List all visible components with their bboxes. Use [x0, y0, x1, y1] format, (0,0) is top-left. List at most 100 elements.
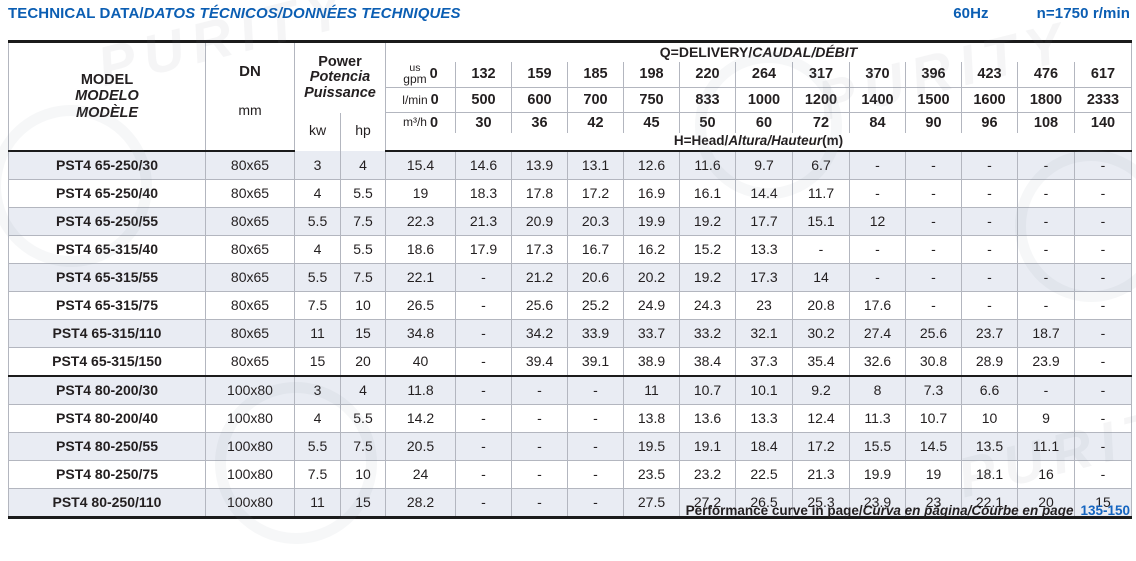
head-value-cell: -	[567, 403, 624, 433]
frequency-label: 60Hz	[953, 5, 989, 22]
flow-value-lmin: 2333	[1074, 87, 1132, 113]
technical-data-table: MODEL MODELO MODÈLE DN mm Power Potencia…	[8, 40, 1132, 519]
head-value-cell: 13.8	[623, 403, 680, 433]
head-value-cell: 14.6	[455, 149, 512, 180]
head-value-cell: 13.6	[679, 403, 736, 433]
head-value-cell: 10	[961, 403, 1018, 433]
table-row: PST4 80-250/110 100x80 11 15 28.2- - -27.5 27.2…	[8, 487, 1132, 518]
delivery-header-intl: CAUDAL/DÉBIT	[752, 44, 858, 61]
flow-value-gpm: 617	[1074, 61, 1132, 88]
flow-value-lmin: 1000	[735, 87, 793, 113]
head-value-cell: 15.5	[849, 431, 906, 461]
table-row: PST4 65-315/75 80x65 7.5 10 26.5-25.6 25.2 24.…	[8, 290, 1132, 320]
table-row: PST4 65-250/40 80x65 4 5.5 19 18.3 17.8 17.2 16.…	[8, 178, 1132, 208]
flow-value-lmin: 1200	[792, 87, 850, 113]
model-cell: PST4 65-315/40	[8, 234, 206, 264]
head-value-cell: 17.8	[511, 178, 568, 208]
table-row: PST4 80-200/40 100x80 4 5.5 14.2- - -13.8 13.6 1…	[8, 403, 1132, 433]
model-cell: PST4 65-315/75	[8, 290, 206, 320]
head-value-cell: 39.4	[511, 346, 568, 376]
head-value-cell: 18.1	[961, 459, 1018, 489]
head-value-cell: 20.2	[623, 262, 680, 292]
head-value-cell: 9.7	[735, 149, 793, 180]
footer-text-en: Performance curve in page/	[685, 503, 863, 518]
head-value-cell: 34.8	[385, 318, 456, 348]
head-value-cell: 13.3	[735, 403, 793, 433]
hp-column-header: hp	[340, 112, 386, 151]
head-value-cell: 39.1	[567, 346, 624, 376]
head-value-cell: 32.6	[849, 346, 906, 376]
head-value-cell: -	[455, 431, 512, 461]
page-reference: 135-150	[1080, 503, 1130, 518]
lmin-unit-row: l/min 0 500 600 700 750 833 1000 1200 1400 1500 160…	[9, 87, 1132, 113]
head-value-cell: 24.3	[679, 290, 736, 320]
flow-value-gpm: 159	[511, 61, 568, 88]
head-value-cell: -	[567, 459, 624, 489]
head-value-cell: 24.9	[623, 290, 680, 320]
head-value-cell: 24	[385, 459, 456, 489]
head-value-cell: -	[961, 262, 1018, 292]
head-header-en: H=Head/	[673, 132, 729, 148]
head-value-cell: -	[1074, 262, 1132, 292]
dn-cell: 100x80	[205, 487, 295, 518]
head-value-cell: 17.7	[735, 206, 793, 236]
model-header-es: MODELO	[75, 88, 139, 104]
hp-cell: 7.5	[340, 431, 386, 461]
head-value-cell: -	[961, 178, 1018, 208]
model-cell: PST4 65-315/150	[8, 346, 206, 376]
head-value-cell: 25.6	[511, 290, 568, 320]
head-value-cell: 38.9	[623, 346, 680, 376]
flow-value-gpm: 396	[905, 61, 962, 88]
flow-value-gpm: 264	[735, 61, 793, 88]
hp-cell: 5.5	[340, 178, 386, 208]
delivery-header: Q=DELIVERY/CAUDAL/DÉBIT	[385, 41, 1132, 62]
flow-value-lmin: 600	[511, 87, 568, 113]
flow-value-m3h: 84	[849, 112, 906, 133]
head-value-cell: 38.4	[679, 346, 736, 376]
head-value-cell: 20.9	[511, 206, 568, 236]
head-value-cell: -	[849, 262, 906, 292]
table-row: PST4 65-250/30 80x65 3 4 15.4 14.6 13.9 13.1 12.…	[8, 149, 1132, 180]
flow-value-lmin: 1500	[905, 87, 962, 113]
table-row: PST4 65-315/40 80x65 4 5.5 18.6 17.9 17.3 16.7 1…	[8, 234, 1132, 264]
head-value-cell: 13.9	[511, 149, 568, 180]
head-value-cell: -	[1017, 262, 1075, 292]
head-value-cell: -	[905, 149, 962, 180]
dn-cell: 80x65	[205, 290, 295, 320]
head-value-cell: 34.2	[511, 318, 568, 348]
m3h-unit-row: kw hp m³/h 0 30 36 42 45 50 60 72 84 90 96 108 140	[9, 112, 1132, 151]
head-value-cell: -	[905, 178, 962, 208]
table-row: PST4 80-200/30 100x80 3 4 11.8- - -11 10.7 10.1 9…	[8, 374, 1132, 405]
head-value-cell: 19.9	[849, 459, 906, 489]
flow-value-m3h: 108	[1017, 112, 1075, 133]
flow-value-m3h: 30	[455, 112, 512, 133]
head-value-cell: 18.7	[1017, 318, 1075, 348]
head-value-cell: -	[1074, 459, 1132, 489]
flow-value-m3h: 140	[1074, 112, 1132, 133]
flow-value-m3h: 36	[511, 112, 568, 133]
head-value-cell: 15.4	[385, 149, 456, 180]
head-value-cell: -	[455, 262, 512, 292]
dn-cell: 80x65	[205, 262, 295, 292]
unit-label-gpm: us gpm 0	[385, 61, 456, 88]
head-value-cell: 18.3	[455, 178, 512, 208]
flow-value-gpm: 198	[623, 61, 680, 88]
flow-value-lmin: 750	[623, 87, 680, 113]
table-row: PST4 80-250/55 100x80 5.5 7.5 20.5- - -19.5 19.…	[8, 431, 1132, 461]
head-value-cell: 16.7	[567, 234, 624, 264]
head-value-cell: 11.1	[1017, 431, 1075, 461]
head-value-cell: 11.7	[792, 178, 850, 208]
head-value-cell: 18.4	[735, 431, 793, 461]
head-value-cell: 15.1	[792, 206, 850, 236]
head-value-cell: 11.3	[849, 403, 906, 433]
head-value-cell: 12	[849, 206, 906, 236]
head-value-cell: 19.2	[679, 262, 736, 292]
head-value-cell: 11.8	[385, 374, 456, 405]
dn-cell: 100x80	[205, 403, 295, 433]
head-value-cell: 21.2	[511, 262, 568, 292]
head-value-cell: -	[455, 459, 512, 489]
head-value-cell: 22.3	[385, 206, 456, 236]
head-value-cell: 14.4	[735, 178, 793, 208]
head-value-cell: 25.3	[792, 487, 850, 518]
head-value-cell: 17.3	[511, 234, 568, 264]
